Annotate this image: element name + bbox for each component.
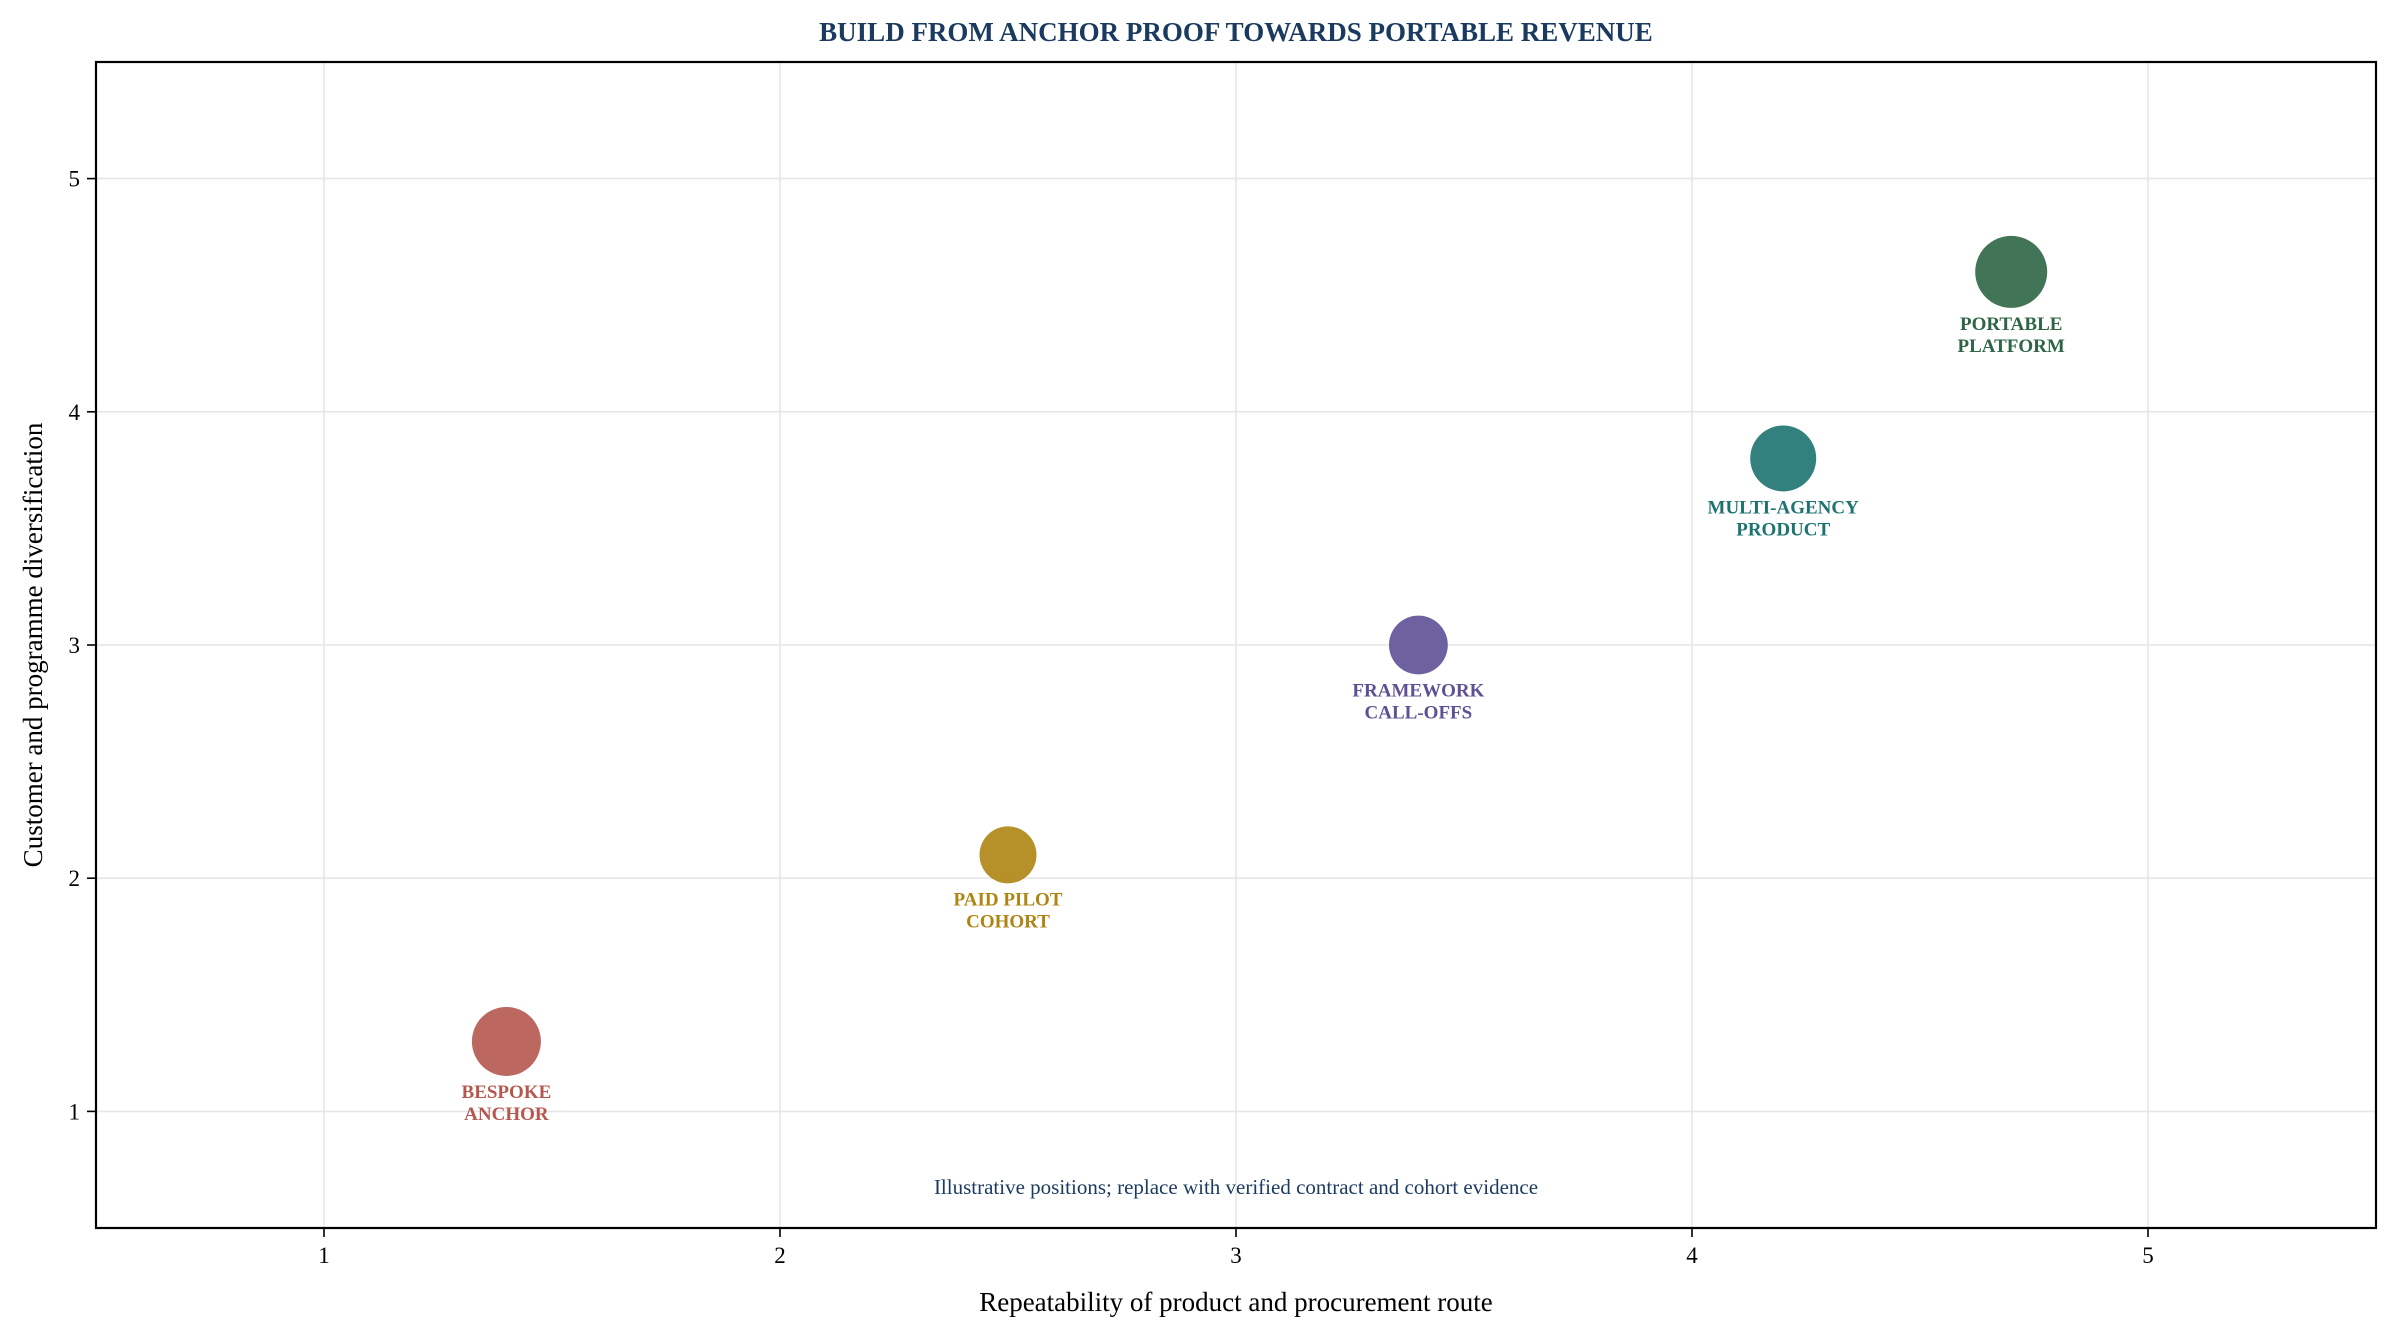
point-label: CALL-OFFS xyxy=(1365,702,1473,723)
y-tick-label: 1 xyxy=(69,1099,81,1124)
x-tick-label: 1 xyxy=(318,1243,330,1268)
grid xyxy=(96,62,2376,1228)
x-tick-label: 4 xyxy=(1686,1243,1698,1268)
scatter-point xyxy=(1975,235,2048,308)
point-label: PORTABLE xyxy=(1960,314,2062,335)
x-axis-ticks: 1 2 3 4 5 xyxy=(318,1228,2154,1268)
y-axis-label: Customer and programme diversification xyxy=(18,422,48,867)
y-tick-label: 3 xyxy=(69,633,81,658)
point-label: MULTI-AGENCY xyxy=(1708,497,1860,518)
scatter-point xyxy=(1750,425,1817,492)
scatter-point xyxy=(1389,615,1448,675)
x-axis-label: Repeatability of product and procurement… xyxy=(979,1287,1493,1317)
point-label: BESPOKE xyxy=(462,1082,552,1103)
y-tick-label: 4 xyxy=(69,400,81,425)
point-label: COHORT xyxy=(966,911,1050,932)
point-label: PRODUCT xyxy=(1736,519,1830,540)
y-tick-label: 5 xyxy=(69,167,81,192)
point-label: PAID PILOT xyxy=(954,889,1063,910)
x-tick-label: 2 xyxy=(774,1243,786,1268)
y-axis-ticks: 1 2 3 4 5 xyxy=(69,167,96,1124)
chart-title: BUILD FROM ANCHOR PROOF TOWARDS PORTABLE… xyxy=(819,17,1653,47)
scatter-point xyxy=(471,1006,541,1076)
point-label: FRAMEWORK xyxy=(1352,680,1484,701)
annotation: Illustrative positions; replace with ver… xyxy=(934,1175,1538,1199)
x-tick-label: 3 xyxy=(1230,1243,1242,1268)
y-tick-label: 2 xyxy=(69,866,81,891)
x-tick-label: 5 xyxy=(2142,1243,2154,1268)
scatter-point xyxy=(979,826,1037,884)
point-label: PLATFORM xyxy=(1958,336,2065,357)
point-label: ANCHOR xyxy=(464,1104,549,1125)
